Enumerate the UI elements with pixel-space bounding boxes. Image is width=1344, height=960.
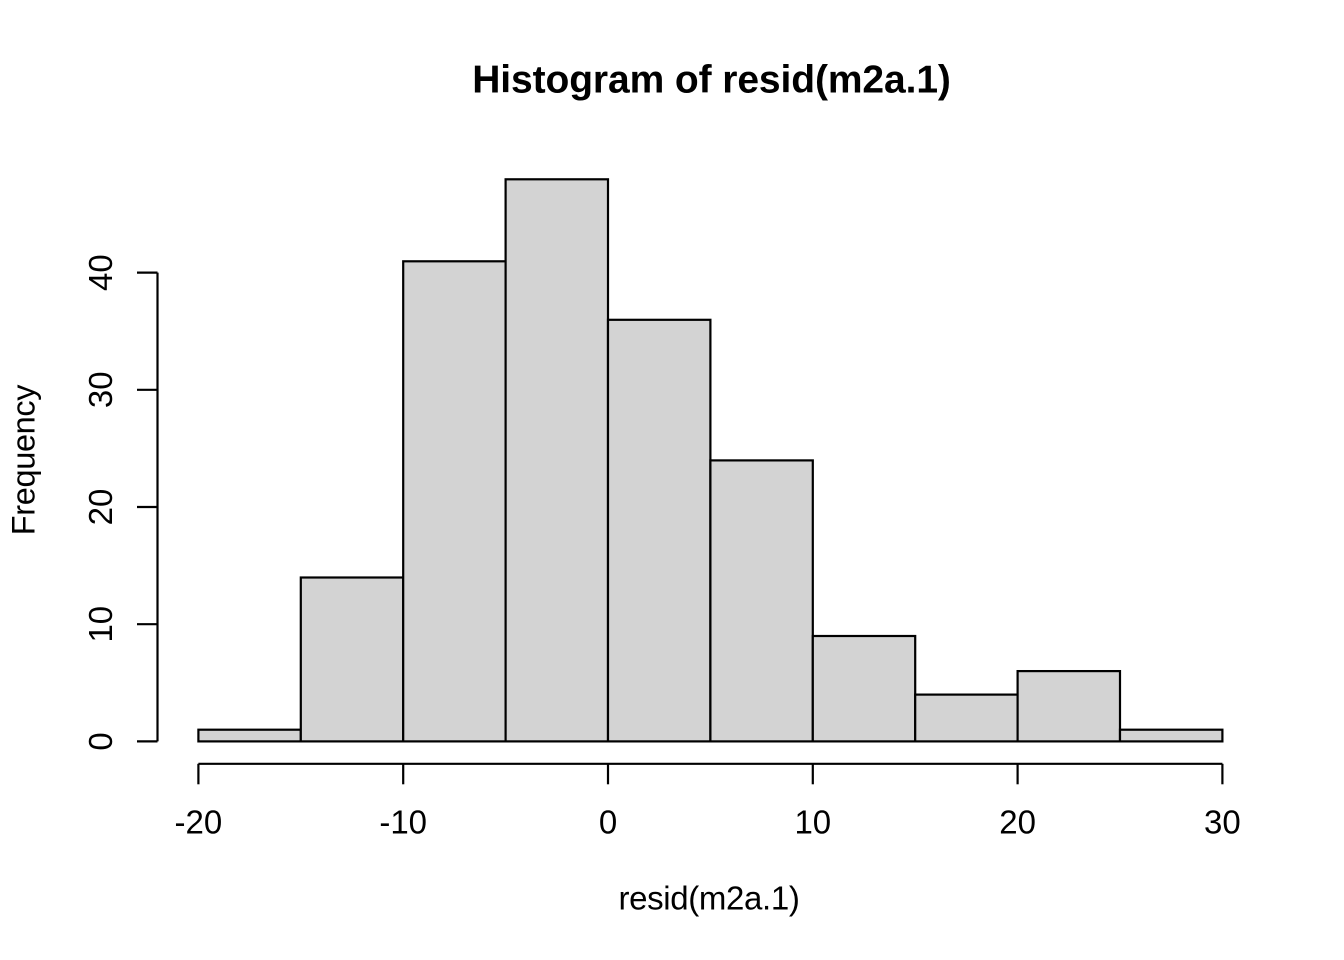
svg-text:20: 20 [82,489,119,526]
svg-text:10: 10 [82,606,119,643]
svg-text:Histogram of resid(m2a.1): Histogram of resid(m2a.1) [472,59,951,102]
svg-text:Frequency: Frequency [5,384,41,535]
svg-text:-10: -10 [379,804,427,841]
svg-text:resid(m2a.1): resid(m2a.1) [618,880,799,917]
svg-text:0: 0 [599,804,617,841]
svg-text:0: 0 [82,732,119,750]
svg-text:20: 20 [999,804,1036,841]
svg-text:30: 30 [82,371,119,408]
svg-text:10: 10 [794,804,831,841]
svg-text:-20: -20 [175,804,223,841]
svg-text:40: 40 [82,254,119,291]
svg-text:30: 30 [1204,804,1241,841]
